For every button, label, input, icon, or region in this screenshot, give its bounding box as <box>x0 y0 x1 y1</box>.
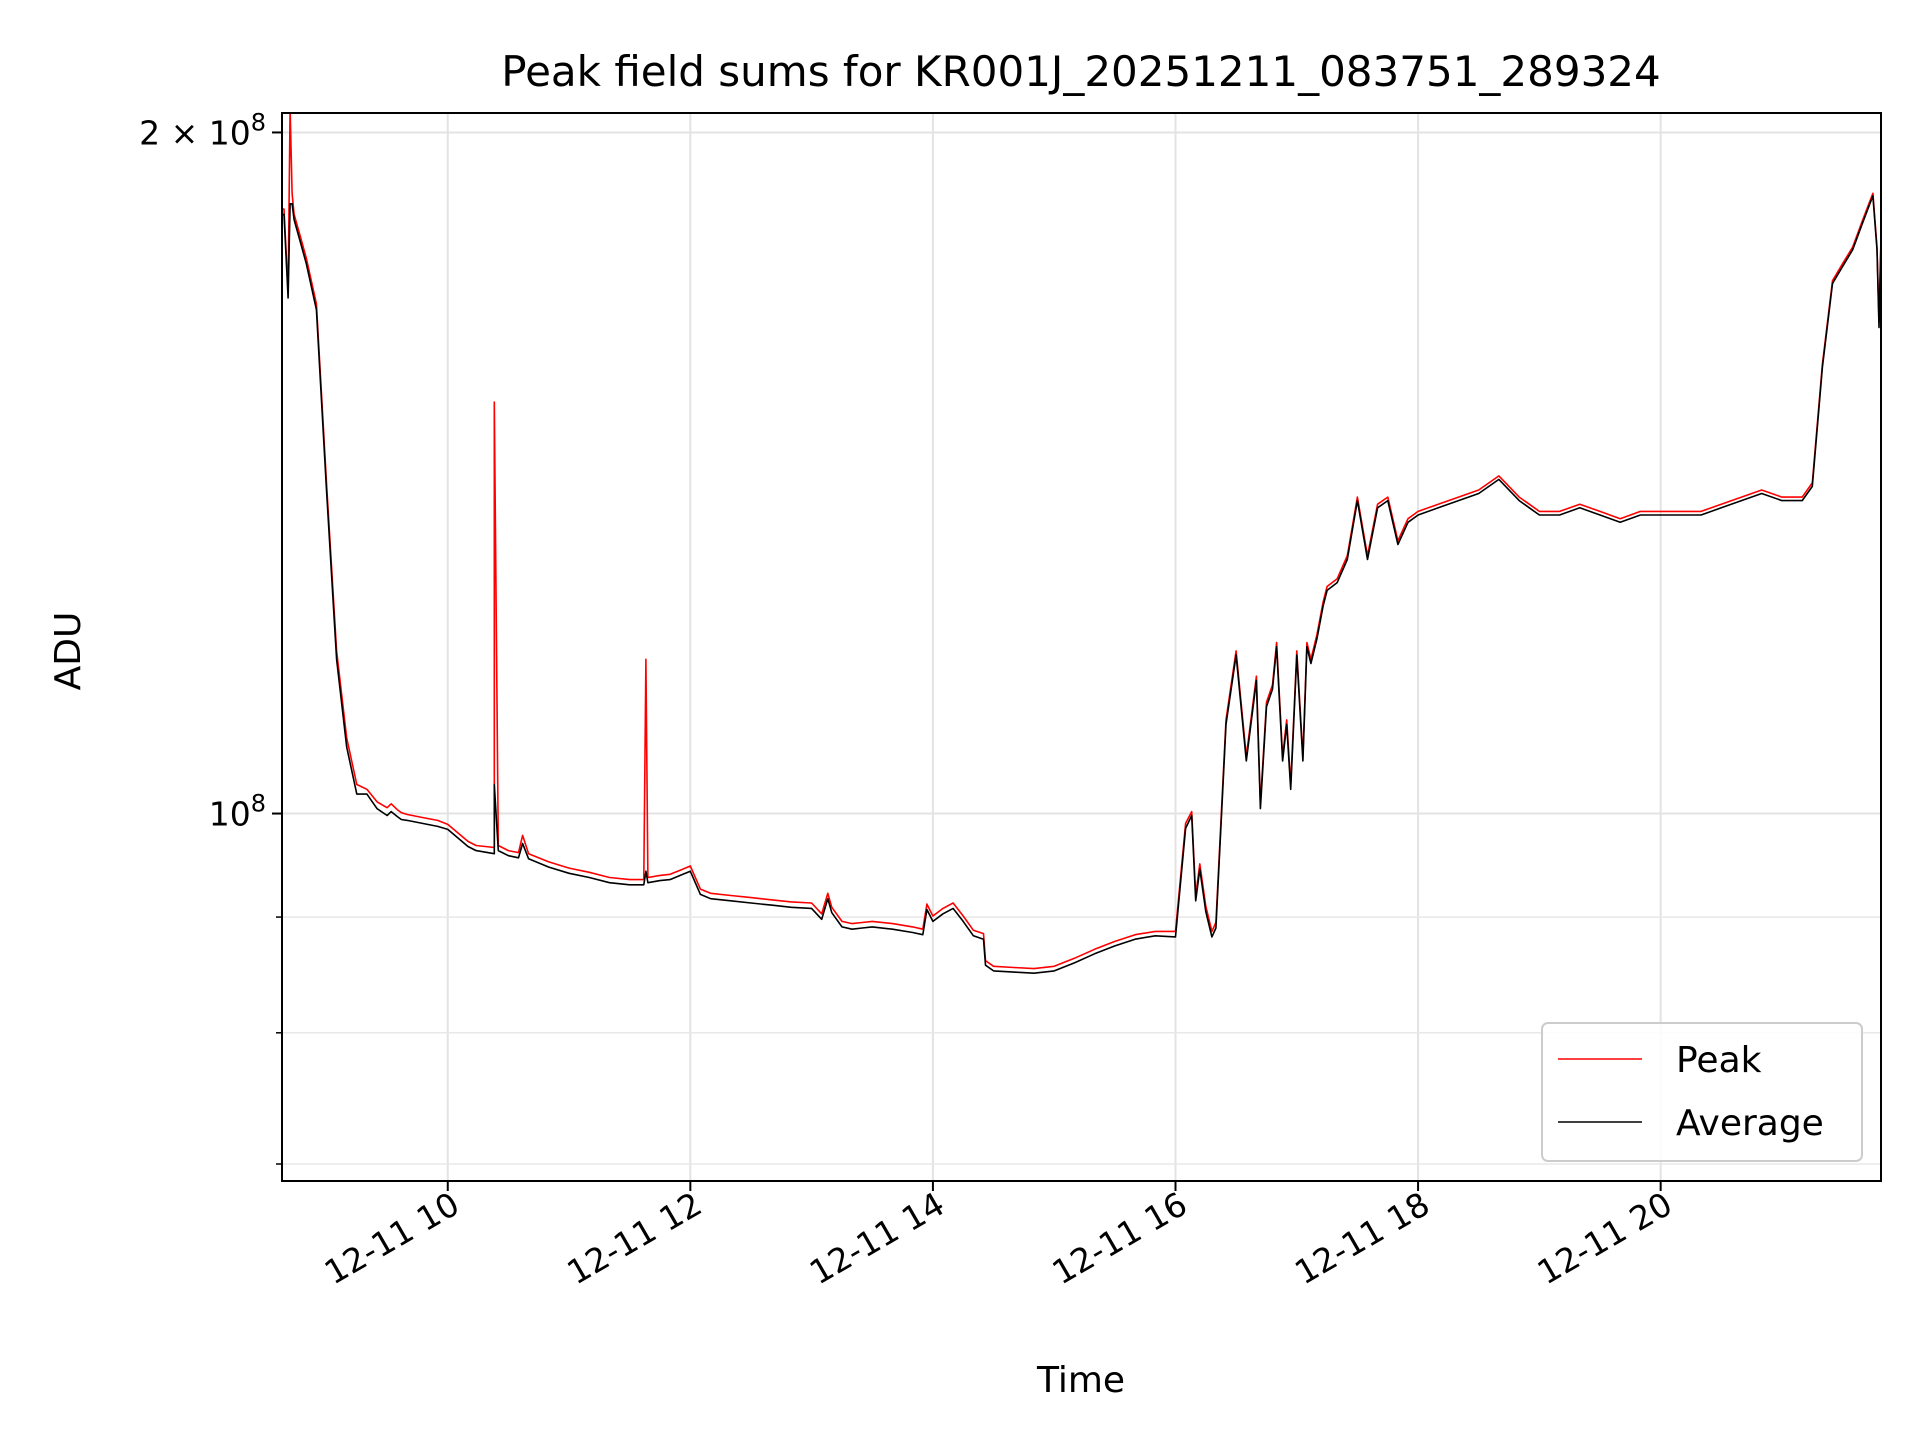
series-line-average <box>282 195 1881 975</box>
legend-label: Average <box>1676 1103 1824 1144</box>
y-axis-label: ADU <box>48 612 89 691</box>
legend: Peak Average <box>1541 1022 1863 1162</box>
series-group <box>282 113 1881 975</box>
legend-label: Peak <box>1676 1040 1762 1081</box>
chart-title: Peak field sums for KR001J_20251211_0837… <box>501 47 1661 96</box>
plot-frame <box>281 112 1882 1182</box>
x-axis-label: Time <box>1036 1360 1125 1401</box>
legend-box <box>1541 1022 1863 1162</box>
y-tick-label: 108 <box>209 790 266 834</box>
y-tick-label: 2 × 108 <box>139 108 266 152</box>
series-line-peak <box>282 113 1881 970</box>
